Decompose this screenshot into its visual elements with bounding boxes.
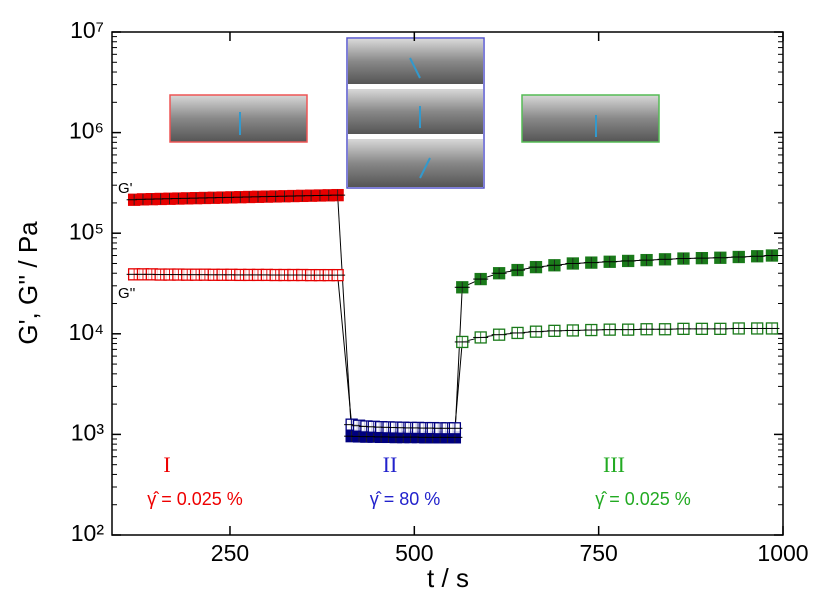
marker-open	[330, 268, 346, 282]
marker-filled	[731, 250, 747, 264]
x-tick-label: 1000	[757, 540, 808, 566]
region-label: III	[603, 452, 625, 477]
marker-open	[639, 323, 655, 336]
inset-photos	[169, 37, 660, 189]
lines	[134, 194, 772, 438]
connector-line	[337, 275, 353, 425]
marker-open	[602, 323, 618, 336]
marker-open	[694, 322, 710, 335]
marker-filled	[583, 256, 599, 269]
marker-open	[764, 322, 780, 335]
x-axis-label: t / s	[427, 563, 469, 593]
y-tick-label: 10⁴	[69, 319, 104, 345]
marker-open	[528, 325, 544, 338]
marker-filled	[602, 255, 618, 268]
marker-filled	[639, 253, 655, 267]
region-strain: γ̂ = 80 %	[370, 489, 441, 509]
marker-open	[657, 323, 673, 336]
marker-filled	[749, 250, 765, 263]
marker-open	[749, 322, 765, 335]
marker-filled	[546, 259, 562, 272]
plot-frame	[111, 31, 784, 536]
marker-filled	[473, 272, 489, 286]
y-axis-label: G', G'' / Pa	[13, 221, 43, 345]
marker-filled	[528, 260, 544, 274]
marker-open	[675, 322, 691, 335]
marker-filled	[491, 267, 507, 280]
x-tick-label: 250	[211, 540, 249, 566]
annotation: G''	[118, 285, 136, 302]
y-tick-label: 10³	[71, 419, 105, 445]
marker-filled	[657, 253, 673, 266]
marker-filled	[620, 254, 636, 268]
region-label: II	[383, 452, 398, 477]
marker-open	[712, 322, 728, 335]
marker-filled	[694, 251, 710, 265]
y-tick-label: 10⁵	[69, 218, 104, 244]
marker-open	[473, 331, 489, 344]
y-tick-label: 10⁶	[69, 118, 104, 144]
marker-open	[447, 422, 463, 435]
region-strain: γ̂ = 0.025 %	[595, 489, 691, 509]
annotation: G'	[118, 180, 133, 197]
marker-open	[491, 328, 507, 341]
marker-filled	[330, 188, 346, 202]
marker-filled	[454, 281, 470, 294]
x-tick-label: 500	[395, 540, 433, 566]
region-label: I	[163, 452, 170, 477]
marker-open	[620, 323, 636, 336]
marker-open	[510, 326, 526, 340]
marker-filled	[675, 252, 691, 265]
marker-open	[731, 322, 747, 335]
marker-filled	[510, 263, 526, 277]
y-tick-label: 10²	[71, 520, 105, 546]
marker-open	[583, 323, 599, 337]
marker-filled	[565, 257, 581, 270]
marker-open	[454, 335, 470, 349]
marker-open	[546, 324, 562, 337]
markers	[126, 188, 780, 444]
x-tick-label: 750	[579, 540, 617, 566]
region-strain: γ̂ = 0.025 %	[147, 489, 243, 509]
y-tick-label: 10⁷	[70, 17, 104, 43]
marker-open	[565, 324, 581, 337]
marker-filled	[764, 249, 780, 262]
marker-filled	[712, 251, 728, 264]
connector-line	[454, 341, 463, 429]
